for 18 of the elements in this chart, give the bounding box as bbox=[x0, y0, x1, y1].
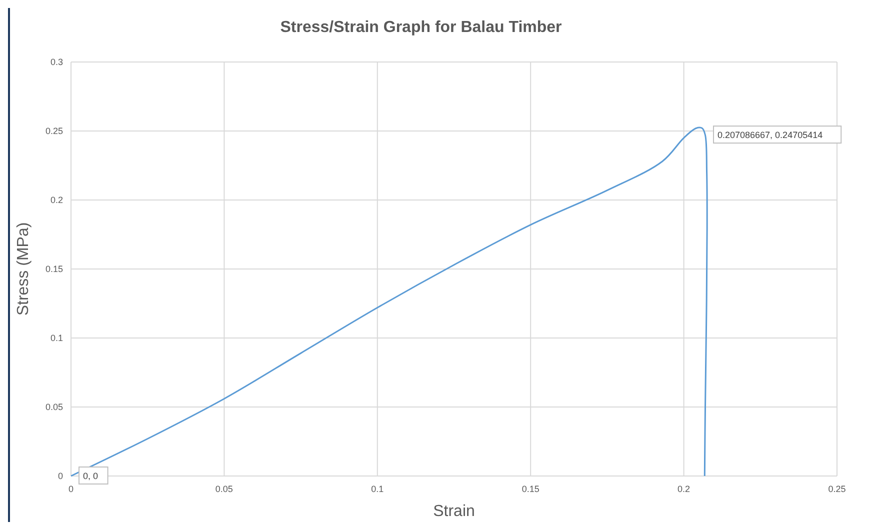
chart-title: Stress/Strain Graph for Balau Timber bbox=[280, 19, 562, 36]
x-tick-label: 0.25 bbox=[828, 484, 846, 494]
annotation: 0, 0 bbox=[83, 471, 98, 481]
y-tick-label: 0.15 bbox=[45, 264, 63, 274]
y-tick-label: 0.2 bbox=[50, 195, 63, 205]
x-tick-label: 0.15 bbox=[522, 484, 540, 494]
y-tick-label: 0.25 bbox=[45, 126, 63, 136]
y-axis-title: Stress (MPa) bbox=[15, 222, 32, 316]
y-tick-label: 0.05 bbox=[45, 402, 63, 412]
y-tick-label: 0 bbox=[58, 471, 63, 481]
y-tick-label: 0.1 bbox=[50, 333, 63, 343]
x-axis-title: Strain bbox=[433, 503, 475, 520]
annotation: 0.207086667, 0.24705414 bbox=[718, 130, 823, 140]
x-tick-label: 0.05 bbox=[215, 484, 233, 494]
x-tick-label: 0.2 bbox=[678, 484, 690, 494]
y-tick-label: 0.3 bbox=[50, 57, 63, 67]
x-tick-label: 0.1 bbox=[371, 484, 384, 494]
x-tick-label: 0 bbox=[68, 484, 74, 494]
